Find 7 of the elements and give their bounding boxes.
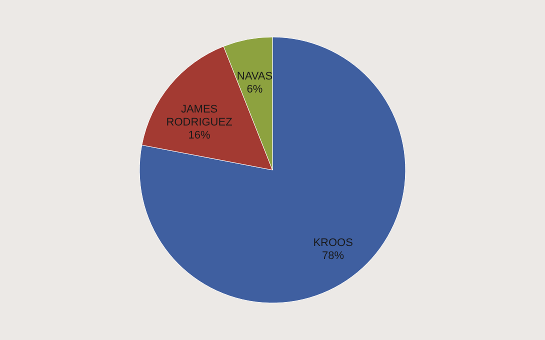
slice-label: JAMES RODRIGUEZ <box>166 103 233 128</box>
pie-slice <box>139 36 406 304</box>
data-label: 16% <box>188 129 211 142</box>
data-label: 6% <box>246 84 263 96</box>
data-label: 78% <box>322 250 344 262</box>
slice-label: KROOS <box>313 237 353 250</box>
slice-label: NAVAS <box>236 70 273 83</box>
